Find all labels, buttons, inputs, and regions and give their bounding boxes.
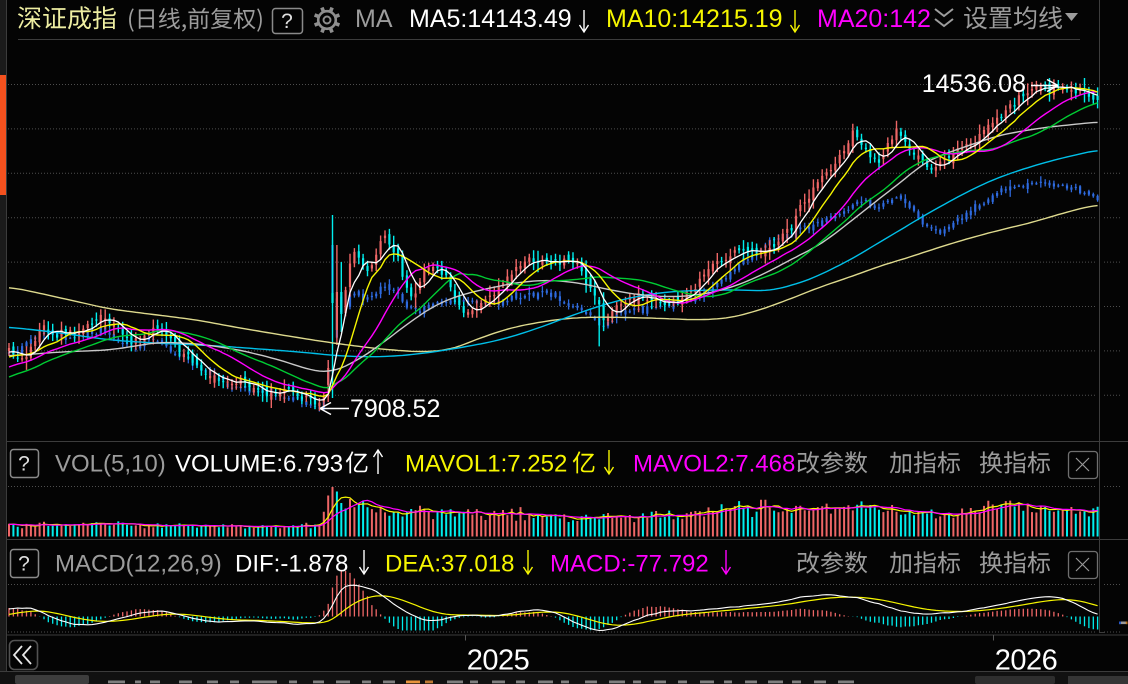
svg-text:MACD(12,26,9): MACD(12,26,9) <box>55 551 222 578</box>
svg-text:VOLUME:6.793: VOLUME:6.793 <box>175 451 343 478</box>
svg-text:?: ? <box>18 553 30 576</box>
svg-text:DEA:37.018: DEA:37.018 <box>385 551 514 578</box>
svg-text:2025: 2025 <box>467 645 530 677</box>
svg-text:?: ? <box>18 453 30 476</box>
svg-text:DIF:-1.878: DIF:-1.878 <box>235 551 348 578</box>
svg-text:MA10:14215.19: MA10:14215.19 <box>606 5 783 33</box>
svg-text:MA: MA <box>355 5 393 33</box>
svg-text:MA5:14143.49: MA5:14143.49 <box>409 5 572 33</box>
svg-text:MAVOL1:7.252: MAVOL1:7.252 <box>405 451 567 478</box>
svg-text:7908.52: 7908.52 <box>350 395 440 423</box>
svg-text:?: ? <box>281 10 293 33</box>
svg-text:MAVOL2:7.468: MAVOL2:7.468 <box>633 451 795 478</box>
svg-text:14536.08: 14536.08 <box>922 70 1026 98</box>
svg-text:MACD:-77.792: MACD:-77.792 <box>550 551 709 578</box>
svg-text:MA20:142: MA20:142 <box>817 5 931 33</box>
svg-text:VOL(5,10): VOL(5,10) <box>55 451 166 478</box>
svg-text:2026: 2026 <box>995 645 1058 677</box>
